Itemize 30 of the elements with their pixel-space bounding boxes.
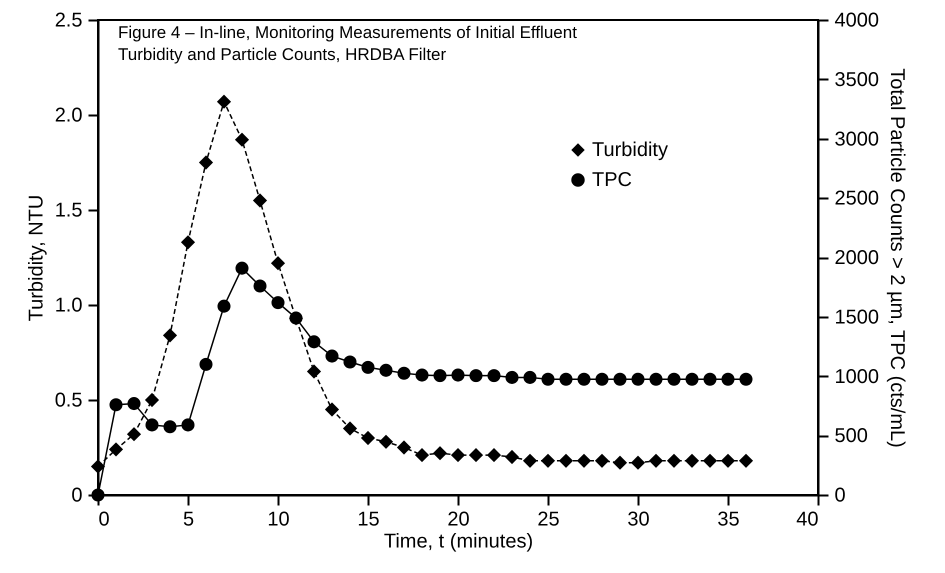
y-tick-label: 1.5 <box>54 200 82 222</box>
x-tick-label: 35 <box>717 508 740 530</box>
y2-tick-label: 500 <box>834 425 868 448</box>
y2-tick-label: 2500 <box>834 188 879 210</box>
legend-label: Turbidity <box>592 139 668 161</box>
x-tick-label: 25 <box>537 508 560 530</box>
x-tick-label: 15 <box>357 508 380 530</box>
y-tick-label: 0 <box>71 484 82 506</box>
y-tick-label: 2.0 <box>54 104 82 126</box>
x-tick-label: 5 <box>182 508 194 530</box>
x-axis-title: Time, t (minutes) <box>384 530 534 552</box>
y-tick-label: 2.5 <box>54 10 82 32</box>
x-tick-label: 30 <box>627 508 650 530</box>
y2-tick-label: 0 <box>834 484 846 506</box>
x-tick-label: 20 <box>447 508 470 530</box>
legend-label: TPC <box>592 169 632 191</box>
text: Figure 4 – In-line, Monitoring Measurements of Initial Effluent Turbidity and Particle Counts, HRDBA Filter <box>118 23 578 64</box>
y2-tick-label: 4000 <box>834 10 879 32</box>
y-axis-title: Turbidity, NTU <box>26 194 48 322</box>
x-tick-label: 0 <box>98 508 110 530</box>
y2-tick-label: 2000 <box>834 247 879 269</box>
y2-tick-label: 1000 <box>834 366 879 388</box>
y-tick-label: 1.0 <box>54 294 82 316</box>
y-tick-label: 0.5 <box>54 390 82 412</box>
y2-tick-label: 3000 <box>834 128 879 150</box>
y2-tick-label: 3500 <box>834 68 879 91</box>
y2-tick-label: 1500 <box>834 306 879 328</box>
y2-axis-title: Total Particle Counts > 2 µm, TPC (cts/mL) <box>886 68 908 448</box>
x-tick-label: 10 <box>267 508 290 530</box>
x-tick-label: 40 <box>796 508 818 530</box>
